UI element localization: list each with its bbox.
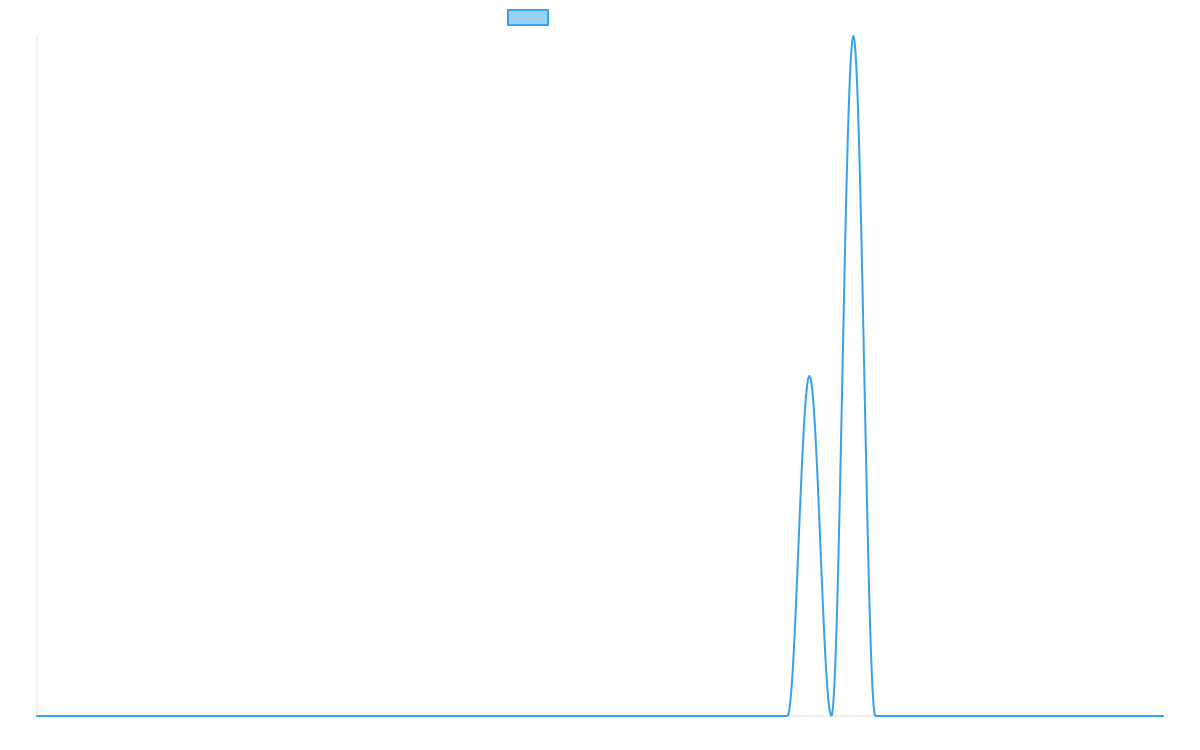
legend-swatch[interactable] [507, 9, 549, 26]
legend[interactable] [507, 9, 549, 26]
series-layer [36, 35, 1164, 717]
series-line-0[interactable] [36, 35, 1164, 717]
